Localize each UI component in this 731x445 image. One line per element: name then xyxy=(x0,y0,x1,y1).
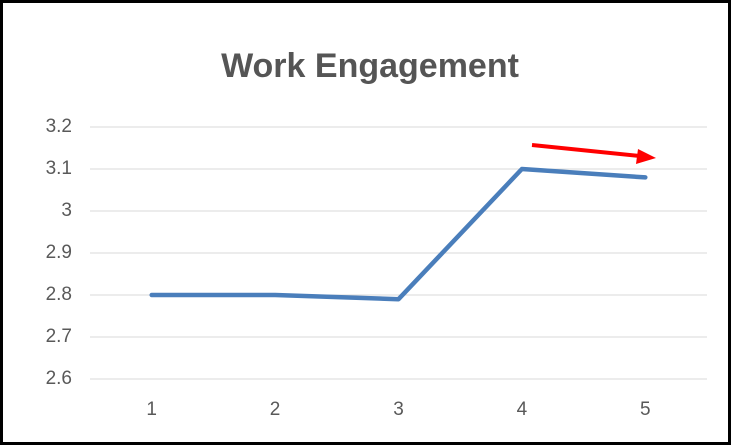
x-tick-label: 1 xyxy=(146,399,157,420)
annotation-arrow xyxy=(531,143,656,164)
x-tick-label: 5 xyxy=(640,399,651,420)
y-tick-label: 3.1 xyxy=(46,158,72,179)
y-tick-label: 2.7 xyxy=(46,326,72,347)
y-tick-label: 2.8 xyxy=(46,284,72,305)
y-tick-label: 2.6 xyxy=(46,368,72,389)
x-tick-label: 3 xyxy=(393,399,404,420)
y-tick-label: 2.9 xyxy=(46,242,72,263)
y-tick-label: 3 xyxy=(61,200,72,221)
chart-title: Work Engagement xyxy=(221,47,519,85)
x-tick-label: 4 xyxy=(517,399,528,420)
data-line xyxy=(149,166,648,302)
x-tick-label: 2 xyxy=(270,399,281,420)
y-tick-label: 3.2 xyxy=(46,116,72,137)
